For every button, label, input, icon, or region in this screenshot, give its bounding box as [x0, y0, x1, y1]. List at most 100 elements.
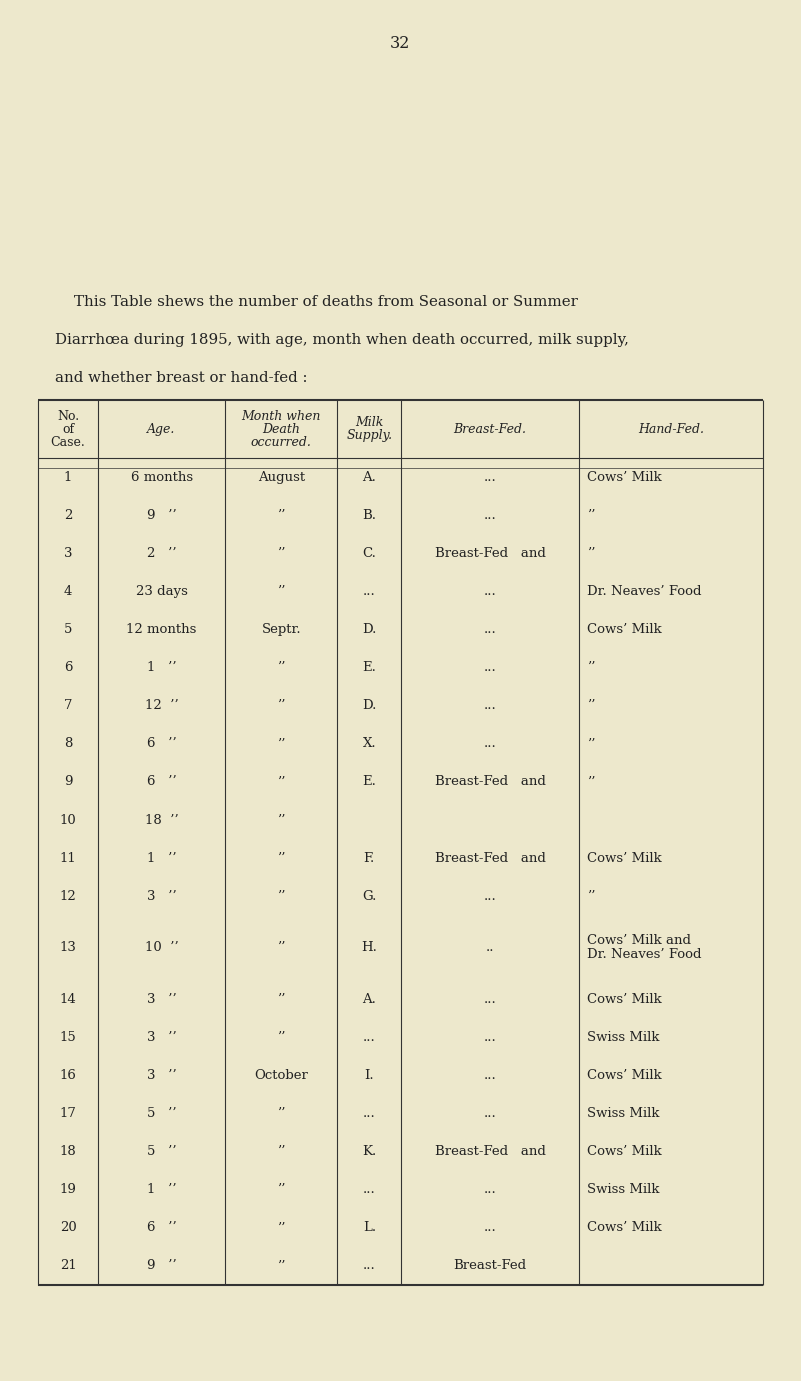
Text: ’’: ’’ [277, 586, 285, 598]
Text: 21: 21 [60, 1259, 76, 1272]
Text: 19: 19 [59, 1184, 77, 1196]
Text: ’’: ’’ [277, 993, 285, 1005]
Text: Cows’ Milk: Cows’ Milk [587, 1069, 662, 1081]
Text: ...: ... [363, 586, 376, 598]
Text: X.: X. [363, 737, 376, 750]
Text: ’’: ’’ [277, 699, 285, 713]
Text: This Table shews the number of deaths from Seasonal or Summer: This Table shews the number of deaths fr… [55, 296, 578, 309]
Text: 3   ’’: 3 ’’ [147, 889, 176, 903]
Text: ’’: ’’ [277, 737, 285, 750]
Text: ...: ... [363, 1184, 376, 1196]
Text: 1: 1 [64, 471, 72, 483]
Text: ’’: ’’ [277, 1259, 285, 1272]
Text: 10  ’’: 10 ’’ [145, 942, 179, 954]
Text: Breast-Fed   and: Breast-Fed and [435, 852, 545, 865]
Text: Breast-Fed: Breast-Fed [453, 1259, 526, 1272]
Text: Septr.: Septr. [261, 623, 301, 637]
Text: 4: 4 [64, 586, 72, 598]
Text: ...: ... [484, 1069, 497, 1081]
Text: ’’: ’’ [277, 889, 285, 903]
Text: Cows’ Milk and: Cows’ Milk and [587, 934, 690, 947]
Text: 12  ’’: 12 ’’ [145, 699, 179, 713]
Text: occurred.: occurred. [251, 435, 312, 449]
Text: Case.: Case. [50, 435, 86, 449]
Text: ’’: ’’ [277, 661, 285, 674]
Text: ’’: ’’ [277, 942, 285, 954]
Text: L.: L. [363, 1221, 376, 1235]
Text: A.: A. [362, 471, 376, 483]
Text: ’’: ’’ [587, 776, 595, 789]
Text: ...: ... [484, 1184, 497, 1196]
Text: ’’: ’’ [277, 852, 285, 865]
Text: 6 months: 6 months [131, 471, 193, 483]
Text: ’’: ’’ [277, 1184, 285, 1196]
Text: Cows’ Milk: Cows’ Milk [587, 852, 662, 865]
Text: October: October [254, 1069, 308, 1081]
Text: 6   ’’: 6 ’’ [147, 737, 176, 750]
Text: ...: ... [484, 661, 497, 674]
Text: 9: 9 [64, 776, 72, 789]
Text: 20: 20 [60, 1221, 76, 1235]
Text: No.: No. [57, 410, 79, 423]
Text: ’’: ’’ [587, 661, 595, 674]
Text: B.: B. [362, 508, 376, 522]
Text: H.: H. [361, 942, 377, 954]
Text: Milk: Milk [355, 416, 384, 429]
Text: Cows’ Milk: Cows’ Milk [587, 993, 662, 1005]
Text: ...: ... [363, 1259, 376, 1272]
Text: E.: E. [362, 661, 376, 674]
Text: ’’: ’’ [277, 1145, 285, 1159]
Text: K.: K. [362, 1145, 376, 1159]
Text: ...: ... [484, 889, 497, 903]
Text: ’’: ’’ [277, 1108, 285, 1120]
Text: August: August [258, 471, 305, 483]
Text: 16: 16 [59, 1069, 77, 1081]
Text: E.: E. [362, 776, 376, 789]
Text: ’’: ’’ [277, 776, 285, 789]
Text: 6   ’’: 6 ’’ [147, 1221, 176, 1235]
Text: ’’: ’’ [277, 813, 285, 827]
Text: 10: 10 [60, 813, 76, 827]
Text: Breast-Fed   and: Breast-Fed and [435, 776, 545, 789]
Text: 9   ’’: 9 ’’ [147, 508, 176, 522]
Text: 8: 8 [64, 737, 72, 750]
Text: Dr. Neaves’ Food: Dr. Neaves’ Food [587, 949, 702, 961]
Text: 32: 32 [390, 35, 410, 52]
Text: 18: 18 [60, 1145, 76, 1159]
Text: ...: ... [484, 508, 497, 522]
Text: 6   ’’: 6 ’’ [147, 776, 176, 789]
Text: 18  ’’: 18 ’’ [145, 813, 179, 827]
Text: ...: ... [484, 737, 497, 750]
Text: G.: G. [362, 889, 376, 903]
Text: ’’: ’’ [587, 889, 595, 903]
Text: of: of [62, 423, 74, 435]
Text: 3   ’’: 3 ’’ [147, 1069, 176, 1081]
Text: ...: ... [484, 623, 497, 637]
Text: 15: 15 [60, 1030, 76, 1044]
Text: ...: ... [484, 1030, 497, 1044]
Text: ’’: ’’ [587, 699, 595, 713]
Text: 1   ’’: 1 ’’ [147, 1184, 176, 1196]
Text: Death: Death [262, 423, 300, 435]
Text: Cows’ Milk: Cows’ Milk [587, 1145, 662, 1159]
Text: Cows’ Milk: Cows’ Milk [587, 623, 662, 637]
Text: 12: 12 [60, 889, 76, 903]
Text: ...: ... [484, 586, 497, 598]
Text: Breast-Fed   and: Breast-Fed and [435, 1145, 545, 1159]
Text: D.: D. [362, 623, 376, 637]
Text: ’’: ’’ [277, 547, 285, 559]
Text: 12 months: 12 months [127, 623, 197, 637]
Text: F.: F. [364, 852, 375, 865]
Text: C.: C. [362, 547, 376, 559]
Text: ’’: ’’ [587, 737, 595, 750]
Text: Cows’ Milk: Cows’ Milk [587, 1221, 662, 1235]
Text: Diarrhœa during 1895, with age, month when death occurred, milk supply,: Diarrhœa during 1895, with age, month wh… [55, 333, 629, 347]
Text: ’’: ’’ [277, 508, 285, 522]
Text: ...: ... [484, 1108, 497, 1120]
Text: ’’: ’’ [277, 1030, 285, 1044]
Text: ...: ... [363, 1030, 376, 1044]
Text: 7: 7 [64, 699, 72, 713]
Text: D.: D. [362, 699, 376, 713]
Text: 11: 11 [60, 852, 76, 865]
Text: A.: A. [362, 993, 376, 1005]
